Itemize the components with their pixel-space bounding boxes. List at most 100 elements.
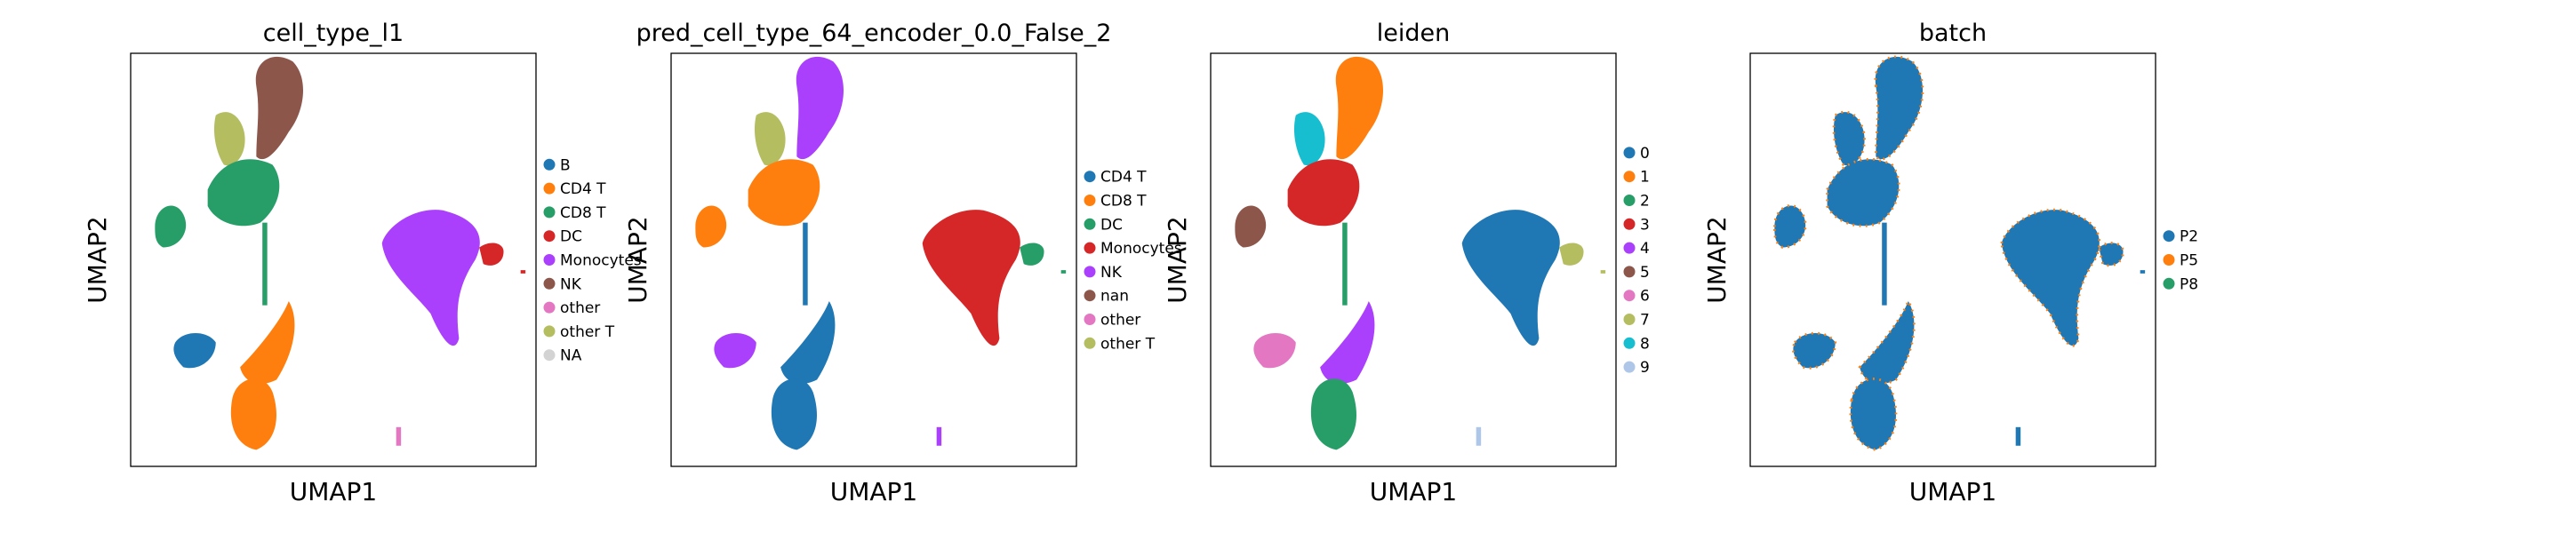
x-axis-label: UMAP1: [830, 477, 918, 506]
cluster-bottom: [1850, 378, 1897, 450]
y-axis-label: UMAP2: [1163, 216, 1192, 304]
legend-label: Monocytes: [1100, 240, 1182, 258]
legend-marker: [1623, 314, 1636, 325]
legend-marker: [1084, 218, 1096, 230]
legend-marker: [543, 230, 556, 243]
legend-label: 1: [1640, 169, 1650, 187]
legend-label: nan: [1100, 288, 1129, 306]
legend-label: P8: [2180, 275, 2198, 293]
legend-marker: [1623, 195, 1636, 206]
panel-3: leiden UMAP1 UMAP2 0 1 2 3 4 5 6 7 8 9: [1163, 20, 1650, 506]
legend-label: 9: [1640, 359, 1650, 377]
y-axis-label: UMAP2: [623, 216, 652, 304]
legend-marker: [1623, 147, 1636, 159]
cluster-top: [1335, 56, 1384, 160]
cluster-right-tail: [479, 243, 504, 266]
cluster-top: [1875, 56, 1924, 160]
legend-label: CD4 T: [560, 180, 606, 198]
legend-label: CD8 T: [1100, 193, 1147, 211]
legend-marker: [1084, 337, 1096, 349]
legend-marker: [1623, 242, 1636, 254]
axes-frame: [130, 52, 537, 467]
cluster-bottom: [230, 378, 277, 450]
legend-label: other: [1100, 312, 1140, 330]
legend-marker: [2163, 277, 2175, 290]
legend: P2 P5 P8: [2163, 228, 2198, 293]
cluster-right-big: [2001, 210, 2100, 346]
legend-marker: [2163, 230, 2175, 243]
legend-marker: [1084, 242, 1096, 254]
cluster-upper-left: [1293, 112, 1325, 166]
cluster-mix-speckle: [2000, 208, 2101, 347]
cluster-top: [255, 56, 304, 160]
scatter-area: [1235, 56, 1606, 450]
cluster-lower-left: [714, 333, 756, 369]
legend-label: other T: [560, 323, 615, 341]
legend-label: DC: [560, 228, 582, 246]
cluster-mix-speckle: [1832, 110, 1866, 167]
cluster-right-big: [381, 210, 480, 346]
cluster-tiny-bottom: [396, 426, 402, 446]
cluster-mix-speckle: [2097, 242, 2124, 267]
scatter-area: [695, 56, 1067, 450]
cluster-tiny-right: [1060, 270, 1067, 274]
cluster-upper-mid: [748, 159, 820, 227]
cluster-tiny-right: [2140, 270, 2146, 274]
legend-label: DC: [1100, 216, 1123, 234]
cluster-spine: [1342, 222, 1348, 306]
cluster-lower-mid: [240, 301, 295, 384]
x-axis-label: UMAP1: [1370, 477, 1458, 506]
legend-marker: [543, 182, 556, 195]
legend-label: P5: [2180, 252, 2198, 270]
cluster-tiny-bottom: [2015, 426, 2021, 446]
panel-title: leiden: [1377, 20, 1450, 47]
cluster-upper-left: [1833, 112, 1865, 166]
x-axis-label: UMAP1: [1909, 477, 1997, 506]
panel-1: cell_type_l1 UMAP1 UMAP2 B CD4 T CD8 T DC Monoc…: [83, 20, 642, 506]
cluster-far-left: [1235, 205, 1267, 248]
legend-label: other T: [1100, 335, 1156, 353]
panel-2: pred_cell_type_64_encoder_0.0_False_2 UMA…: [623, 20, 1182, 506]
legend-marker: [1623, 266, 1636, 278]
scatter-area: [1772, 55, 2146, 451]
legend-label: 3: [1640, 216, 1650, 234]
cluster-mix-speckle: [1772, 204, 1807, 249]
legend-label: P2: [2180, 228, 2198, 246]
legend-label: CD4 T: [1100, 169, 1147, 187]
legend-label: CD8 T: [560, 204, 606, 222]
cluster-tiny-bottom: [1476, 426, 1482, 446]
panel-title: batch: [1919, 20, 1987, 47]
axes-frame: [670, 52, 1077, 467]
legend-label: other: [560, 299, 600, 317]
legend-marker: [1623, 361, 1636, 373]
y-axis-label: UMAP2: [1702, 216, 1732, 304]
legend-label: 4: [1640, 240, 1650, 258]
legend: 0 1 2 3 4 5 6 7 8 9: [1623, 145, 1650, 377]
axes-frame: [1210, 52, 1617, 467]
cluster-lower-left: [1793, 333, 1836, 369]
legend: CD4 T CD8 T DC Monocytes NK nan other other T: [1084, 169, 1182, 353]
legend-label: Monocytes: [560, 252, 642, 270]
legend-marker: [543, 277, 556, 290]
cluster-upper-mid: [207, 159, 280, 227]
axes-frame: [1749, 52, 2156, 467]
cluster-spine: [1882, 222, 1887, 306]
panel-4: batch UMAP1 UMAP2 P2 P5 P8: [1702, 20, 2198, 506]
cluster-bottom: [771, 378, 818, 450]
cluster-far-left: [155, 205, 187, 248]
legend-marker: [543, 325, 556, 338]
scatter-area: [155, 56, 526, 450]
legend-marker: [543, 349, 556, 362]
legend-label: 7: [1640, 312, 1650, 330]
cluster-lower-left: [173, 333, 216, 369]
cluster-right-big: [1461, 210, 1560, 346]
cluster-far-left: [695, 205, 727, 248]
cluster-far-left: [1774, 205, 1806, 248]
legend-label: 5: [1640, 264, 1650, 282]
cluster-right-tail: [1559, 243, 1584, 266]
cluster-right-big: [922, 210, 1020, 346]
legend-marker: [543, 301, 556, 314]
cluster-upper-left: [754, 112, 786, 166]
legend-marker: [543, 254, 556, 266]
cluster-upper-left: [213, 112, 245, 166]
